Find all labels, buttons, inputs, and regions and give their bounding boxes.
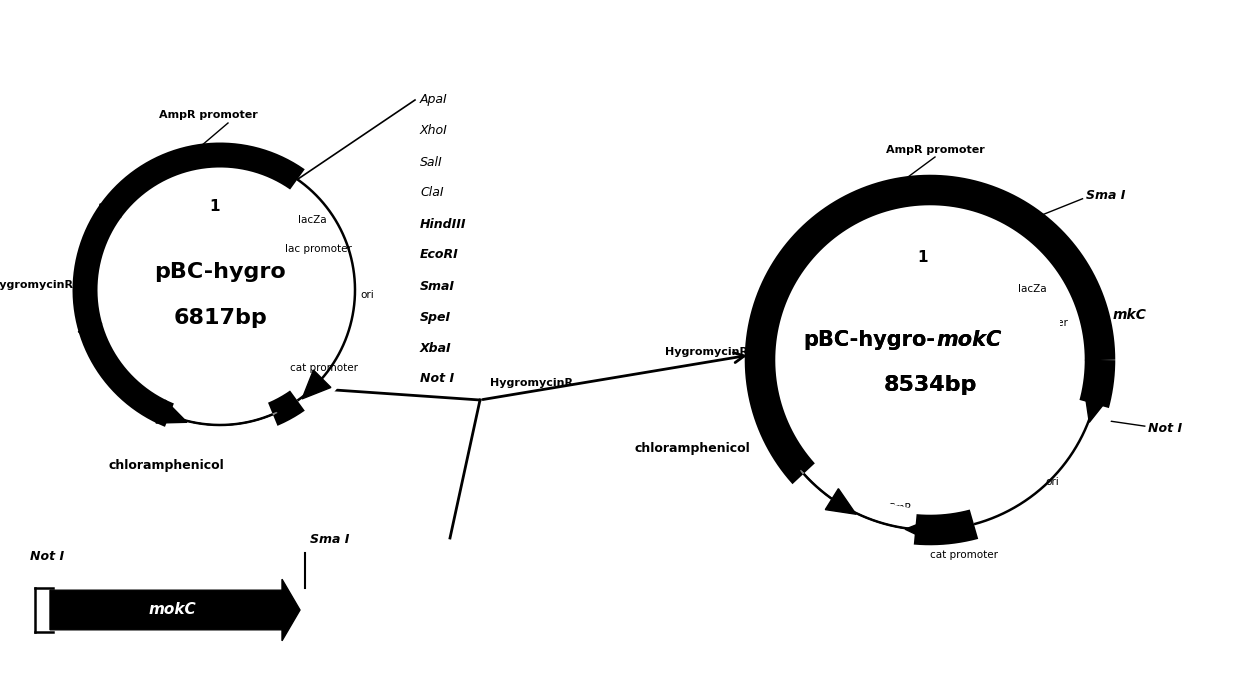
Text: Not I: Not I xyxy=(30,550,64,563)
Text: AmpR promoter: AmpR promoter xyxy=(159,110,258,120)
Text: HygromycinR: HygromycinR xyxy=(665,347,748,357)
Polygon shape xyxy=(906,181,932,202)
Text: CmR: CmR xyxy=(222,407,245,416)
Text: SpeI: SpeI xyxy=(420,311,451,324)
Text: cat promoter: cat promoter xyxy=(290,363,358,373)
Text: chloramphenicol: chloramphenicol xyxy=(634,442,750,455)
Text: EcoRI: EcoRI xyxy=(420,248,458,262)
Text: Sma I: Sma I xyxy=(310,533,349,546)
Polygon shape xyxy=(302,370,331,399)
Polygon shape xyxy=(861,193,887,213)
Text: lac promoter: lac promoter xyxy=(285,245,352,254)
Text: 6817bp: 6817bp xyxy=(173,308,266,328)
Polygon shape xyxy=(204,146,229,166)
Text: AmpR promoter: AmpR promoter xyxy=(886,145,984,155)
Text: SalI: SalI xyxy=(420,156,442,169)
Text: lac promoter: lac promoter xyxy=(1001,318,1068,328)
Text: lacZa: lacZa xyxy=(1018,284,1047,294)
Text: pBC-hygro: pBC-hygro xyxy=(154,262,286,282)
Text: ApaI: ApaI xyxy=(420,94,447,107)
Text: chloramphenicol: chloramphenicol xyxy=(108,459,224,472)
Polygon shape xyxy=(156,400,187,423)
Polygon shape xyxy=(167,154,193,174)
Text: ori: ori xyxy=(361,290,374,300)
Text: HindIII: HindIII xyxy=(420,218,467,231)
Polygon shape xyxy=(788,235,815,265)
Polygon shape xyxy=(825,489,856,514)
Text: Sma I: Sma I xyxy=(1085,189,1125,202)
Text: ori: ori xyxy=(1046,477,1059,488)
Text: mokC: mokC xyxy=(935,330,1001,350)
Text: cat promoter: cat promoter xyxy=(930,550,997,560)
Text: pBC-hygro-: pBC-hygro- xyxy=(803,330,935,350)
Text: 8534bp: 8534bp xyxy=(883,375,976,395)
Text: Not I: Not I xyxy=(1147,422,1182,435)
Text: XbaI: XbaI xyxy=(420,341,452,354)
Text: HygromycinR: HygromycinR xyxy=(0,280,73,290)
Polygon shape xyxy=(95,204,121,235)
Text: lacZa: lacZa xyxy=(299,215,327,225)
Text: CmR: CmR xyxy=(887,503,912,513)
Text: 8534bp: 8534bp xyxy=(883,375,976,395)
Text: ClaI: ClaI xyxy=(420,186,444,199)
Text: SmaI: SmaI xyxy=(420,279,455,292)
Text: 1: 1 xyxy=(209,199,221,214)
Text: XhoI: XhoI xyxy=(420,124,447,137)
Text: Not I: Not I xyxy=(420,373,455,386)
Text: mokC: mokC xyxy=(935,330,1001,350)
FancyBboxPatch shape xyxy=(800,315,1061,415)
Text: mkC: mkC xyxy=(1113,309,1146,322)
Text: mokC: mokC xyxy=(149,602,196,617)
Polygon shape xyxy=(78,323,102,354)
Text: 1: 1 xyxy=(918,250,928,265)
FancyArrow shape xyxy=(50,579,300,641)
Polygon shape xyxy=(1084,392,1109,422)
Polygon shape xyxy=(750,384,774,414)
Text: HygromycinR: HygromycinR xyxy=(489,378,572,388)
Polygon shape xyxy=(904,518,934,543)
Text: pBC-hygro-: pBC-hygro- xyxy=(803,330,935,350)
